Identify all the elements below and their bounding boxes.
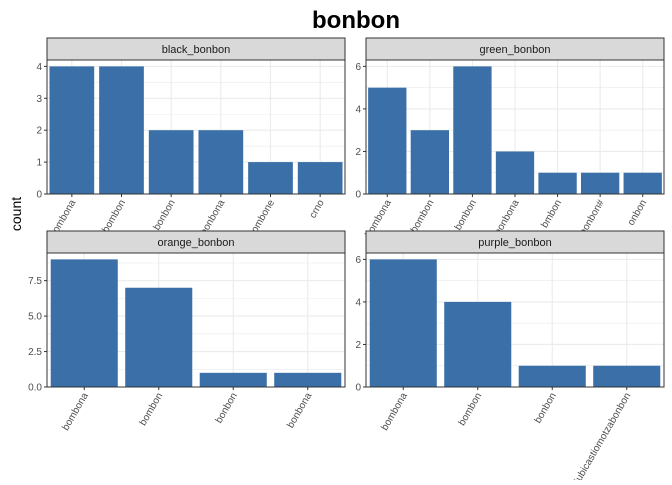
bar-ljubicastiomotzabonbon	[593, 365, 661, 387]
bar-bonbona	[274, 372, 342, 387]
x-tick-label: bonbon	[152, 198, 178, 232]
bar-bombona	[369, 259, 437, 387]
facet-panel-orange_bonbon: orange_bonbon 0.0 2.5 5.0 7.5 bombona bombon bo…	[28, 230, 346, 433]
bar-bombon	[410, 130, 450, 194]
facet-strip-label: black_bonbon	[162, 44, 231, 56]
bar-crno	[297, 162, 343, 194]
bar-bonbon	[148, 130, 194, 194]
bar-bmbon	[538, 172, 577, 194]
x-tick-label: bombon	[138, 391, 166, 428]
bar-bombona	[50, 259, 118, 387]
y-tick-label: 2.5	[28, 347, 42, 358]
bar-bonbon	[518, 365, 586, 387]
bar-bombon	[99, 66, 144, 194]
y-tick-label: 6	[355, 62, 361, 73]
bar-bombone	[248, 162, 293, 194]
y-tick-label: 2	[36, 126, 42, 137]
bar-bonbona	[198, 130, 244, 194]
y-tick-label: 4	[355, 297, 361, 308]
y-tick-label: 4	[36, 62, 42, 73]
x-tick-label: bonbona	[285, 391, 314, 431]
bar-bonbon#	[580, 172, 620, 194]
x-tick-label: ljubicastiomotzabonbon	[572, 391, 634, 480]
x-tick-label: bmbon	[539, 198, 564, 230]
x-tick-label: bombona	[60, 391, 91, 433]
bar-bombona	[49, 66, 95, 194]
y-tick-label: 2	[355, 340, 361, 351]
facet-strip-label: orange_bonbon	[157, 237, 234, 249]
x-tick-label: bonbon	[453, 198, 479, 232]
y-tick-label: 0.0	[28, 383, 42, 394]
y-tick-label: 6	[355, 255, 361, 266]
panel-border	[46, 252, 346, 388]
x-tick-label: bonbon	[214, 391, 240, 425]
x-tick-label: bombon	[101, 198, 129, 235]
y-tick-label: 7.5	[28, 276, 42, 287]
y-axis-label: count	[8, 197, 24, 231]
bar-bombon	[125, 287, 193, 387]
panel-border	[46, 59, 346, 195]
x-tick-label: onbon	[626, 198, 649, 228]
y-tick-label: 0	[355, 190, 361, 201]
x-tick-label: bombon	[409, 198, 437, 235]
bar-bonbona	[495, 151, 535, 194]
bar-onbon	[623, 172, 662, 194]
bar-bonbon	[453, 66, 492, 194]
x-tick-label: crno	[308, 198, 327, 221]
x-tick-label: bombon	[457, 391, 485, 428]
bar-bombon	[444, 301, 512, 387]
panel-border	[365, 252, 665, 388]
bar-bombona	[368, 87, 407, 194]
y-tick-label: 0	[36, 190, 42, 201]
facet-panels: black_bonbon 0 1 2 3 4 bombona bombon bonbon bonb…	[28, 37, 665, 485]
y-tick-label: 2	[355, 147, 361, 158]
facet-strip-label: green_bonbon	[480, 44, 551, 56]
chart-title: bonbon	[312, 7, 400, 34]
y-tick-label: 3	[36, 94, 42, 105]
y-tick-label: 4	[355, 104, 361, 115]
y-tick-label: 5.0	[28, 312, 42, 323]
bar-bonbon	[199, 372, 267, 387]
x-tick-label: bonbon	[533, 391, 559, 425]
facet-panel-purple_bonbon: purple_bonbon 0 2 4 6 bombona bombon bonbon ljub…	[355, 230, 665, 485]
facet-strip-label: purple_bonbon	[478, 237, 551, 249]
x-tick-label: bombona	[379, 391, 410, 433]
y-tick-label: 1	[36, 158, 42, 169]
y-tick-label: 0	[355, 383, 361, 394]
